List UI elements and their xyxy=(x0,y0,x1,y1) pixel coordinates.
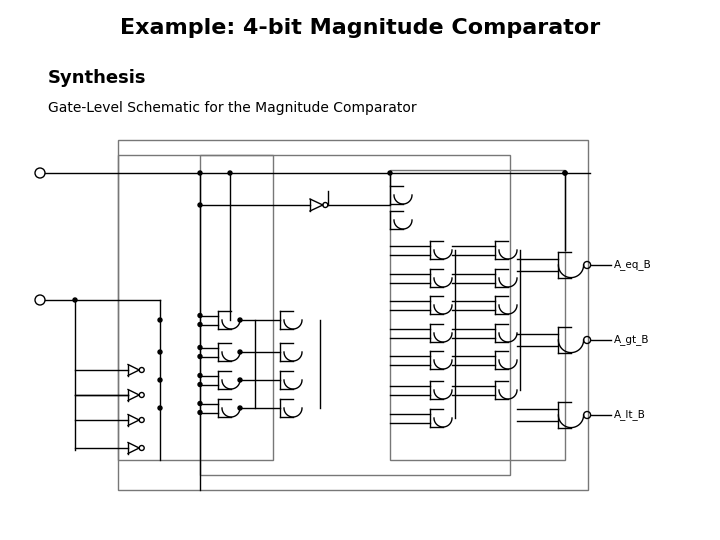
Circle shape xyxy=(198,410,202,415)
Text: Synthesis: Synthesis xyxy=(48,69,146,87)
Circle shape xyxy=(158,350,162,354)
Bar xyxy=(118,140,588,490)
Circle shape xyxy=(158,318,162,322)
Circle shape xyxy=(238,318,242,322)
Circle shape xyxy=(238,378,242,382)
Circle shape xyxy=(238,350,242,354)
Circle shape xyxy=(228,171,232,175)
Circle shape xyxy=(198,171,202,175)
Circle shape xyxy=(198,346,202,349)
Text: Example: 4-bit Magnitude Comparator: Example: 4-bit Magnitude Comparator xyxy=(120,18,600,38)
Text: Gate-Level Schematic for the Magnitude Comparator: Gate-Level Schematic for the Magnitude C… xyxy=(48,101,417,115)
Circle shape xyxy=(158,378,162,382)
Circle shape xyxy=(198,203,202,207)
Bar xyxy=(118,155,273,460)
Circle shape xyxy=(73,298,77,302)
Circle shape xyxy=(563,171,567,175)
Circle shape xyxy=(388,171,392,175)
Circle shape xyxy=(198,374,202,377)
Circle shape xyxy=(198,402,202,406)
Circle shape xyxy=(198,322,202,327)
Bar xyxy=(200,155,510,475)
Circle shape xyxy=(198,314,202,318)
Circle shape xyxy=(563,171,567,175)
Circle shape xyxy=(238,406,242,410)
Circle shape xyxy=(198,354,202,359)
Text: A_gt_B: A_gt_B xyxy=(613,335,649,346)
Text: A_lt_B: A_lt_B xyxy=(613,409,645,421)
Circle shape xyxy=(158,406,162,410)
Text: A_eq_B: A_eq_B xyxy=(613,260,652,271)
Bar xyxy=(390,170,565,460)
Circle shape xyxy=(198,382,202,387)
